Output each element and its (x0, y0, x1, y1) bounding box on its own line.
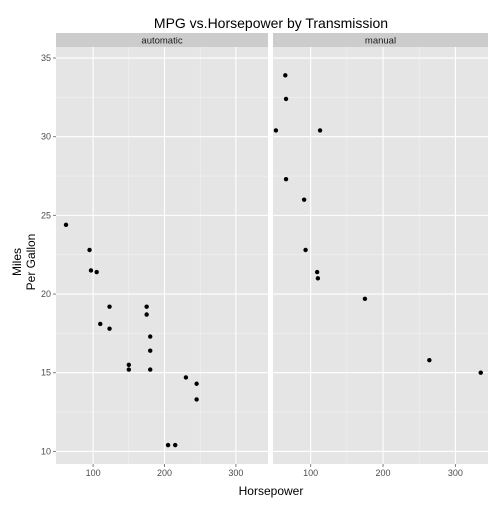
data-point (173, 442, 178, 448)
data-point (315, 276, 321, 281)
y-tick-label: 20 (41, 289, 51, 299)
y-tick-label: 35 (41, 53, 51, 63)
data-point (362, 296, 368, 301)
facet-panel-manual: manual 100 200 300 (273, 33, 488, 478)
data-point (148, 367, 153, 372)
data-point (301, 197, 307, 202)
y-axis-title-line-2: Per Gallon (24, 234, 38, 291)
data-point (283, 96, 289, 102)
x-tick-label: 100 (86, 468, 101, 478)
y-tick-label: 30 (41, 132, 51, 142)
data-point (98, 321, 103, 327)
data-point (107, 304, 112, 309)
data-point (126, 362, 132, 368)
data-point (317, 128, 323, 133)
x-tick-label: 300 (228, 468, 243, 478)
x-tick-label: 200 (376, 468, 391, 478)
x-axis-title: Horsepower (239, 484, 304, 498)
data-point (314, 269, 320, 275)
facet-strip-manual (273, 33, 488, 47)
panel-background (273, 47, 488, 464)
data-point (427, 357, 432, 363)
y-axis-title: Miles Per Gallon (10, 234, 38, 291)
facet-strip-automatic (56, 33, 268, 47)
y-tick-label: 10 (41, 446, 51, 456)
data-point (148, 334, 153, 339)
data-point (107, 326, 112, 331)
data-point (144, 312, 149, 317)
y-axis-title-line-1: Miles (10, 248, 24, 276)
data-point (273, 128, 279, 133)
facet-strip-label: manual (365, 36, 396, 47)
data-point (87, 247, 92, 253)
data-point (126, 367, 132, 372)
y-tick-label: 25 (41, 210, 51, 220)
x-tick-label: 300 (448, 468, 463, 478)
x-tick-label: 100 (303, 468, 318, 478)
data-point (283, 176, 289, 182)
data-point (478, 370, 483, 375)
data-point (165, 442, 171, 448)
data-point (94, 269, 99, 275)
x-tick-label: 200 (157, 468, 172, 478)
data-point (194, 381, 199, 386)
data-point (63, 222, 69, 228)
data-point (183, 375, 189, 380)
data-point (144, 304, 149, 309)
facet-strip-label: automatic (141, 36, 182, 47)
data-point (283, 73, 288, 78)
facet-panels: automatic 100 200 300 10 15 20 25 30 35 manual 100 2… (41, 33, 488, 478)
data-point (148, 348, 153, 353)
facet-panel-automatic: automatic 100 200 300 10 15 20 25 30 35 (41, 33, 268, 478)
data-point (194, 397, 199, 402)
chart-title: MPG vs.Horsepower by Transmission (154, 15, 388, 31)
panel-background (56, 47, 268, 464)
y-tick-label: 15 (41, 368, 51, 378)
data-point (303, 247, 308, 253)
data-point (88, 268, 94, 273)
